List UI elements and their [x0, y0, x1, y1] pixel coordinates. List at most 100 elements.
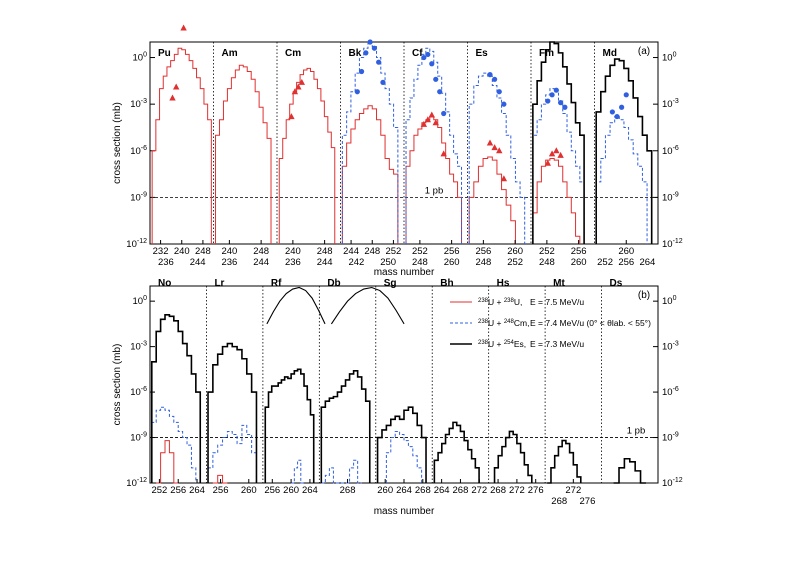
ytick-label-right: 10-6 [662, 386, 679, 398]
data-point-triangle [553, 147, 560, 154]
data-point-circle [433, 76, 439, 82]
data-point-triangle [295, 83, 302, 90]
xtick-label-lower: 260 [444, 257, 460, 268]
histogram-u-es-rf [264, 368, 315, 483]
xtick-label: 260 [241, 485, 257, 496]
histogram-u-es-db [320, 370, 371, 483]
element-label-am: Am [222, 48, 238, 59]
xtick-label: 268 [453, 485, 469, 496]
data-point-triangle [496, 147, 503, 154]
data-point-triangle [169, 94, 176, 101]
data-point-triangle [428, 111, 435, 118]
data-point-circle [421, 54, 427, 61]
ytick-label-right: 10-9 [662, 432, 679, 444]
xtick-label-lower: 252 [597, 257, 613, 268]
data-point-triangle [548, 150, 556, 157]
data-point-triangle [544, 159, 552, 166]
histogram-u-u-pu [151, 47, 212, 244]
xtick-label: 240 [221, 246, 237, 257]
data-point-triangle [486, 139, 494, 146]
xtick-label: 260 [507, 246, 523, 257]
element-label-fm: Fm [539, 48, 554, 59]
legend-energy: E = 7.5 MeV/u [530, 297, 584, 307]
legend-reaction: 238U + 254Es, [478, 339, 526, 349]
data-point-circle [429, 61, 435, 67]
xtick-label-lower: 248 [539, 257, 555, 268]
data-point-triangle [424, 116, 432, 123]
xtick-label: 256 [170, 485, 186, 496]
histogram-u-u-am [215, 64, 272, 244]
data-point-circle [354, 89, 360, 95]
ytick-label-right: 10-12 [662, 238, 683, 250]
histogram-u-u-fm [532, 158, 581, 244]
element-label-lr: Lr [214, 278, 224, 289]
data-point-triangle [288, 113, 295, 120]
xtick-label-lower: 244 [190, 257, 206, 268]
xtick-label-lower: 236 [158, 257, 174, 268]
data-point-triangle [420, 120, 428, 127]
data-point-triangle [180, 24, 187, 31]
xtick-label: 240 [285, 246, 301, 257]
ytick-label-right: 100 [662, 52, 677, 64]
histogram-u-cm-bk [341, 41, 399, 244]
one-pb-label: 1 pb [425, 185, 444, 196]
xtick-label-lower: 244 [317, 257, 333, 268]
data-point-circle [363, 50, 369, 56]
legend-energy: E = 7.3 MeV/u [530, 339, 584, 349]
y-axis-label: cross section (mb) [112, 102, 123, 184]
xtick-label: 248 [317, 246, 333, 257]
xtick-label: 268 [490, 485, 506, 496]
ytick-label-left: 10-3 [130, 341, 147, 353]
data-point-triangle [291, 88, 299, 95]
xtick-label: 240 [174, 246, 190, 257]
panel-a: 10-12 10-12 10-9 10-9 10-6 10-6 10-3 10-3 100 100… [112, 24, 683, 278]
histogram-u-es-lr [207, 342, 258, 483]
data-point-circle [492, 76, 498, 82]
data-point-circle [437, 89, 443, 95]
x-axis-label: mass number [374, 506, 435, 517]
element-label-sg: Sg [384, 278, 397, 289]
element-label-cm: Cm [285, 48, 301, 59]
element-label-mt: Mt [553, 278, 565, 289]
xtick-label: 252 [151, 485, 167, 496]
ytick-label-left: 10-3 [130, 98, 147, 110]
histogram-u-cm-lr [207, 424, 257, 483]
histogram-u-es-hs [493, 430, 533, 483]
y-axis-label: cross section (mb) [112, 344, 123, 426]
one-pb-label: 1 pb [627, 426, 646, 437]
histogram-u-cm-fm [532, 88, 585, 244]
data-point-circle [380, 79, 386, 85]
data-point-triangle [440, 150, 447, 157]
element-label-es: Es [476, 48, 489, 59]
histogram-u-es-sg [376, 406, 427, 483]
xtick-label: 272 [471, 485, 487, 496]
data-point-triangle [432, 119, 439, 126]
data-point-triangle [557, 151, 564, 158]
xtick-label: 252 [412, 246, 428, 257]
histogram-u-cm-es [468, 72, 526, 244]
data-point-circle [501, 101, 507, 107]
ytick-label-left: 100 [133, 52, 148, 64]
xtick-label: 256 [264, 485, 280, 496]
xtick-label: 232 [153, 246, 169, 257]
ytick-label-left: 10-6 [130, 145, 147, 157]
ytick-label-left: 100 [133, 295, 148, 307]
histogram-u-u-bk [341, 105, 399, 244]
data-point-circle [425, 51, 431, 58]
xtick-label-lower: 244 [253, 257, 269, 268]
xtick-label: 264 [302, 485, 318, 496]
histogram-u-cm-rf [291, 459, 305, 484]
xtick-label: 256 [475, 246, 491, 257]
data-point-circle [558, 100, 564, 106]
ytick-label-right: 10-6 [662, 145, 679, 157]
histogram-u-es-ds [613, 457, 646, 484]
data-point-circle [371, 45, 377, 51]
histogram-u-cm-cf [405, 47, 463, 244]
element-label-ds: Ds [610, 278, 623, 289]
panel-label: (b) [638, 290, 650, 301]
plot-frame [149, 285, 659, 484]
histogram-u-u-cf [405, 116, 463, 244]
guide-curve [330, 286, 405, 325]
xtick-label-lower: 236 [285, 257, 301, 268]
